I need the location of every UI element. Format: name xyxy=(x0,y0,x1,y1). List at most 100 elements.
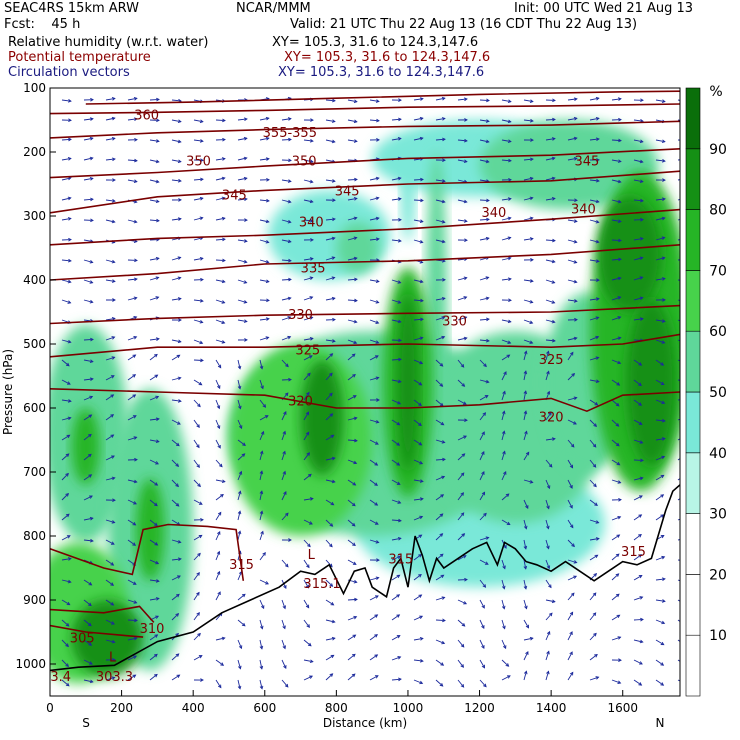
colorbar-segment xyxy=(685,148,701,210)
vector-arrow xyxy=(501,216,512,221)
vector-arrow xyxy=(655,319,666,323)
vector-arrow xyxy=(435,296,446,301)
vector-arrow xyxy=(479,119,490,123)
vector-arrow xyxy=(237,379,242,390)
vector-arrow xyxy=(523,539,528,550)
colorbar-segment xyxy=(685,634,701,697)
vector-arrow xyxy=(567,499,573,509)
vector-arrow xyxy=(457,359,465,368)
vector-arrow xyxy=(127,277,138,282)
vector-arrow xyxy=(435,639,446,645)
vector-arrow xyxy=(413,497,424,501)
vector-arrow xyxy=(567,299,578,303)
y-tick-label: 200 xyxy=(23,145,46,159)
y-tick-label: 700 xyxy=(23,465,46,479)
vector-arrow xyxy=(127,655,137,661)
vector-arrow xyxy=(259,399,267,408)
colorbar-segment xyxy=(685,391,701,454)
vector-arrow xyxy=(303,519,313,525)
vector-arrow xyxy=(259,298,270,303)
vector-arrow xyxy=(83,377,94,381)
vector-arrow xyxy=(391,98,402,102)
vector-arrow xyxy=(435,618,446,623)
vector-arrow xyxy=(127,374,137,381)
vector-arrow xyxy=(215,237,226,242)
vector-arrow xyxy=(193,196,204,201)
vector-arrow xyxy=(567,479,573,489)
contour-label: 360 xyxy=(134,109,159,124)
vector-arrow xyxy=(391,319,402,324)
x-tick-label: 0 xyxy=(46,701,54,715)
vector-arrow xyxy=(237,359,242,370)
vector-arrow xyxy=(61,416,72,421)
vector-arrow xyxy=(259,336,270,341)
vector-arrow xyxy=(259,530,264,541)
vector-arrow xyxy=(193,419,200,429)
vector-arrow xyxy=(457,418,468,423)
vector-arrow xyxy=(545,98,556,103)
vector-arrow xyxy=(435,179,446,183)
vector-arrow xyxy=(369,216,380,221)
vector-arrow xyxy=(193,358,204,363)
vector-arrow xyxy=(567,592,575,601)
vector-arrow xyxy=(369,614,379,621)
circulation-vectors xyxy=(61,96,680,690)
vector-arrow xyxy=(501,319,512,324)
vector-arrow xyxy=(501,450,506,461)
vector-arrow xyxy=(61,619,70,627)
vector-arrow xyxy=(105,157,116,162)
vector-arrow xyxy=(347,479,357,486)
vector-arrow xyxy=(677,579,680,582)
vector-arrow xyxy=(281,512,289,521)
vector-arrow xyxy=(435,96,446,101)
vector-arrow xyxy=(567,97,578,101)
vector-arrow xyxy=(237,218,248,222)
vector-arrow xyxy=(567,279,578,284)
vector-arrow xyxy=(413,594,423,601)
vector-arrow xyxy=(633,679,643,686)
contour-label: 310 xyxy=(140,622,165,637)
vector-arrow xyxy=(325,636,336,641)
vector-arrow xyxy=(61,379,71,385)
vector-arrow xyxy=(215,279,226,284)
vector-arrow xyxy=(193,379,203,386)
vector-arrow xyxy=(105,279,116,283)
vector-arrow xyxy=(413,637,424,641)
vector-arrow xyxy=(677,279,680,281)
vector-arrow xyxy=(215,118,226,123)
vector-arrow xyxy=(259,116,270,121)
vector-arrow xyxy=(413,198,424,203)
vector-arrow xyxy=(61,535,71,541)
vector-arrow xyxy=(171,198,182,202)
vector-arrow xyxy=(545,539,550,550)
vector-arrow xyxy=(347,319,358,324)
vector-arrow xyxy=(633,159,644,164)
vector-arrow xyxy=(193,119,204,124)
vector-arrow xyxy=(479,639,485,649)
vector-arrow xyxy=(347,634,357,641)
x-tick-label: 400 xyxy=(182,701,205,715)
vector-arrow xyxy=(391,137,402,141)
vector-arrow xyxy=(677,119,680,121)
vector-arrow xyxy=(281,491,287,501)
vector-arrow xyxy=(83,218,94,223)
vector-arrow xyxy=(677,199,680,201)
vector-arrow xyxy=(633,276,644,281)
vector-arrow xyxy=(523,519,528,530)
vector-arrow xyxy=(391,238,402,243)
vector-arrow xyxy=(457,399,467,405)
vector-arrow xyxy=(281,117,292,121)
vector-arrow xyxy=(215,176,226,181)
vector-arrow xyxy=(61,399,72,403)
vector-arrow xyxy=(545,579,552,589)
vector-arrow xyxy=(677,219,680,221)
vector-arrow xyxy=(677,539,680,541)
vector-arrow xyxy=(259,551,266,561)
vector-arrow xyxy=(215,439,221,449)
vector-arrow xyxy=(237,197,248,202)
vector-arrow xyxy=(369,398,380,402)
x-tick-label: 600 xyxy=(253,701,276,715)
vector-arrow xyxy=(127,137,138,142)
vector-arrow xyxy=(237,176,248,181)
vector-arrow xyxy=(633,419,643,425)
